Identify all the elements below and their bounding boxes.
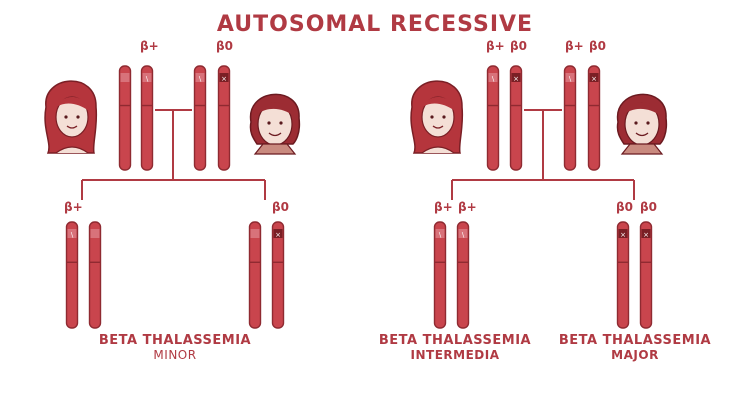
chromosome-left-child2-2: × bbox=[271, 221, 285, 329]
allele-label-left-father: β0 bbox=[216, 39, 233, 53]
inheritance-lines bbox=[81, 109, 635, 200]
chromosome-left-mother-2: \ bbox=[140, 65, 154, 171]
svg-text:×: × bbox=[513, 75, 519, 83]
caption-major: BETA THALASSEMIA MAJOR bbox=[550, 333, 720, 363]
svg-text:×: × bbox=[591, 75, 597, 83]
chromosome-right-mother-1: \ bbox=[486, 65, 500, 171]
allele-label-left-child2: β0 bbox=[272, 200, 289, 214]
chromosome-right-father-1: \ bbox=[563, 65, 577, 171]
chromosome-right-child2-1: × bbox=[616, 221, 630, 329]
chromosomes: \ \ × \ × \ × \ × \ \ × × bbox=[65, 65, 653, 329]
svg-text:\: \ bbox=[199, 75, 202, 83]
chromosome-right-father-2: × bbox=[587, 65, 601, 171]
allele-label-right-child1-1: β+ bbox=[434, 200, 453, 214]
allele-label-right-mother-2: β0 bbox=[510, 39, 527, 53]
caption-intermedia: BETA THALASSEMIA INTERMEDIA bbox=[370, 333, 540, 363]
allele-label-right-mother-1: β+ bbox=[486, 39, 505, 53]
allele-label-left-mother: β+ bbox=[140, 39, 159, 53]
chromosome-right-child2-2: × bbox=[639, 221, 653, 329]
svg-text:\: \ bbox=[439, 231, 442, 239]
svg-text:\: \ bbox=[71, 231, 74, 239]
caption-major-line1: BETA THALASSEMIA bbox=[558, 333, 712, 348]
mother-avatar-right bbox=[410, 80, 464, 154]
allele-label-right-child1-2: β+ bbox=[458, 200, 477, 214]
caption-intermedia-line2: INTERMEDIA bbox=[410, 348, 500, 362]
svg-text:\: \ bbox=[569, 75, 572, 83]
chromosome-right-child1-2: \ bbox=[456, 221, 470, 329]
father-avatar-left bbox=[249, 93, 301, 155]
chromosome-right-mother-2: × bbox=[509, 65, 523, 171]
chromosome-left-child1-1: \ bbox=[65, 221, 79, 329]
chromosome-right-child1-1: \ bbox=[433, 221, 447, 329]
svg-text:\: \ bbox=[462, 231, 465, 239]
mother-avatar-left bbox=[44, 80, 98, 154]
caption-minor-line2: MINOR bbox=[153, 348, 197, 362]
allele-label-right-child2-1: β0 bbox=[616, 200, 633, 214]
chromosome-left-father-2: × bbox=[217, 65, 231, 171]
caption-minor: BETA THALASSEMIA MINOR bbox=[90, 333, 260, 363]
chromosome-left-child2-1 bbox=[248, 221, 262, 329]
chromosome-left-mother-1 bbox=[118, 65, 132, 171]
allele-label-right-father-1: β+ bbox=[565, 39, 584, 53]
chromosome-left-child1-2 bbox=[88, 221, 102, 329]
allele-label-right-father-2: β0 bbox=[589, 39, 606, 53]
svg-text:\: \ bbox=[492, 75, 495, 83]
caption-intermedia-line1: BETA THALASSEMIA bbox=[378, 333, 532, 348]
svg-text:\: \ bbox=[146, 75, 149, 83]
father-avatar-right bbox=[616, 93, 668, 155]
caption-minor-line1: BETA THALASSEMIA bbox=[98, 333, 252, 348]
svg-text:×: × bbox=[221, 75, 227, 83]
chromosome-left-father-1: \ bbox=[193, 65, 207, 171]
svg-text:×: × bbox=[620, 231, 626, 239]
allele-label-right-child2-2: β0 bbox=[640, 200, 657, 214]
allele-label-left-child1: β+ bbox=[64, 200, 83, 214]
svg-text:×: × bbox=[643, 231, 649, 239]
caption-major-line2: MAJOR bbox=[611, 348, 659, 362]
svg-text:×: × bbox=[275, 231, 281, 239]
diagram-title: AUTOSOMAL RECESSIVE bbox=[216, 12, 534, 37]
